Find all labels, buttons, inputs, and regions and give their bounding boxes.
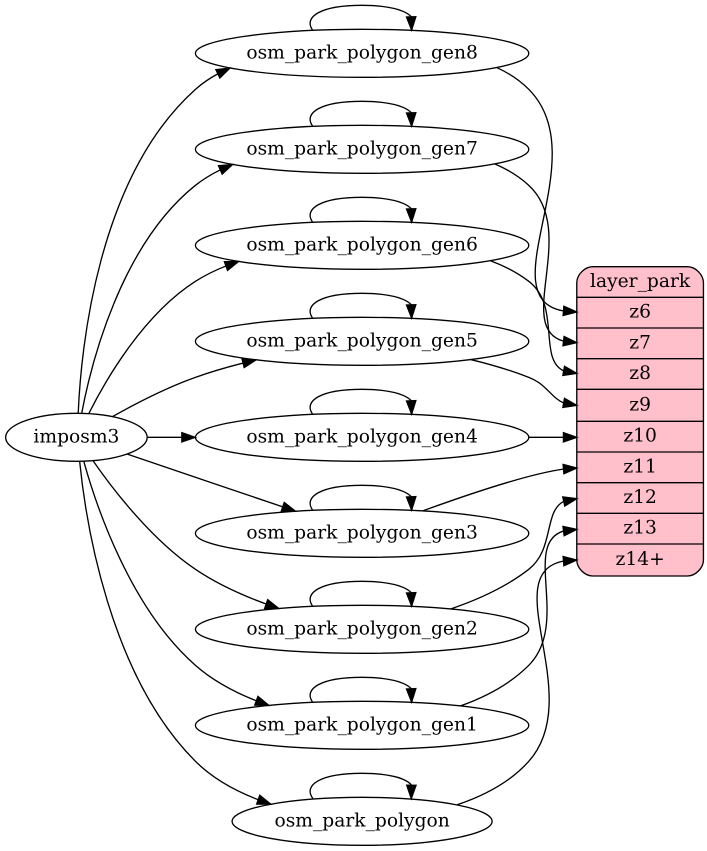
svg-text:z7: z7	[629, 332, 651, 353]
svg-text:imposm3: imposm3	[33, 426, 119, 447]
svg-text:osm_park_polygon_gen6: osm_park_polygon_gen6	[246, 234, 478, 255]
svg-text:osm_park_polygon_gen2: osm_park_polygon_gen2	[246, 618, 478, 639]
svg-text:z9: z9	[629, 394, 651, 415]
svg-text:osm_park_polygon_gen1: osm_park_polygon_gen1	[246, 714, 478, 735]
svg-text:osm_park_polygon_gen3: osm_park_polygon_gen3	[246, 522, 478, 543]
svg-text:osm_park_polygon: osm_park_polygon	[274, 810, 449, 831]
svg-text:z8: z8	[629, 363, 651, 384]
svg-text:z10: z10	[623, 426, 657, 447]
svg-text:osm_park_polygon_gen4: osm_park_polygon_gen4	[246, 426, 478, 447]
svg-text:osm_park_polygon_gen7: osm_park_polygon_gen7	[246, 138, 478, 159]
svg-text:z12: z12	[623, 487, 657, 508]
svg-text:osm_park_polygon_gen5: osm_park_polygon_gen5	[246, 330, 478, 351]
svg-text:z13: z13	[623, 518, 657, 539]
svg-text:z11: z11	[623, 456, 657, 477]
svg-text:osm_park_polygon_gen8: osm_park_polygon_gen8	[246, 42, 478, 63]
svg-text:z6: z6	[629, 302, 651, 323]
svg-text:layer_park: layer_park	[590, 271, 691, 292]
svg-text:z14+: z14+	[616, 549, 665, 570]
